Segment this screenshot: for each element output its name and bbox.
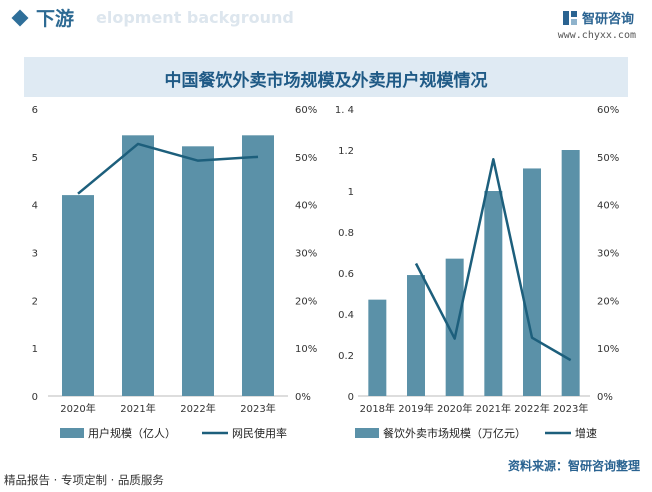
legend-bar-label: 餐饮外卖市场规模（万亿元） bbox=[383, 426, 526, 440]
bar bbox=[561, 150, 580, 396]
y-right-tick-label: 0% bbox=[295, 392, 311, 403]
x-tick-label: 2021年 bbox=[120, 402, 155, 415]
chart-title: 中国餐饮外卖市场规模及外卖用户规模情况 bbox=[164, 71, 488, 91]
bar bbox=[484, 191, 503, 396]
bar bbox=[445, 258, 464, 396]
y-left-tick-label: 1. 4 bbox=[335, 105, 354, 116]
legend-bar-swatch bbox=[355, 428, 379, 438]
bar bbox=[242, 135, 274, 396]
header: 下游 elopment background 智研咨询 www.chyxx.co… bbox=[0, 0, 652, 44]
y-left-tick-label: 3 bbox=[32, 249, 38, 260]
footer-tagline: 精品报告 · 专项定制 · 品质服务 bbox=[4, 473, 164, 487]
bar bbox=[182, 146, 214, 396]
y-left-tick-label: 0.2 bbox=[338, 351, 354, 362]
brand-url[interactable]: www.chyxx.com bbox=[557, 30, 636, 41]
y-left-tick-label: 1.2 bbox=[338, 146, 354, 157]
y-right-tick-label: 60% bbox=[597, 105, 619, 116]
y-right-tick-label: 30% bbox=[295, 249, 317, 260]
y-right-tick-label: 40% bbox=[597, 201, 619, 212]
x-tick-label: 2020年 bbox=[60, 402, 95, 415]
y-right-tick-label: 60% bbox=[295, 105, 317, 116]
y-left-tick-label: 2 bbox=[32, 296, 38, 307]
x-tick-label: 2022年 bbox=[180, 402, 215, 415]
legend-bar-swatch bbox=[60, 428, 84, 438]
bar bbox=[62, 195, 94, 396]
footer: 精品报告 · 专项定制 · 品质服务 bbox=[0, 470, 652, 492]
y-left-tick-label: 1 bbox=[348, 187, 354, 198]
x-tick-label: 2021年 bbox=[476, 402, 511, 415]
y-right-tick-label: 10% bbox=[597, 344, 619, 355]
y-left-tick-label: 0 bbox=[32, 392, 38, 403]
chart-title-bar: 中国餐饮外卖市场规模及外卖用户规模情况 bbox=[24, 57, 628, 97]
background-watermark: elopment background bbox=[96, 8, 294, 27]
bar bbox=[523, 168, 541, 396]
y-right-tick-label: 50% bbox=[295, 153, 317, 164]
x-tick-label: 2023年 bbox=[553, 402, 588, 415]
y-right-tick-label: 20% bbox=[597, 296, 619, 307]
data-source: 资料来源：智研咨询整理 bbox=[507, 459, 640, 473]
y-right-tick-label: 50% bbox=[597, 153, 619, 164]
x-tick-label: 2019年 bbox=[398, 402, 433, 415]
y-left-tick-label: 0 bbox=[348, 392, 354, 403]
legend-line-label: 增速 bbox=[575, 426, 597, 440]
brand-logo-icon bbox=[562, 11, 577, 25]
x-tick-label: 2018年 bbox=[360, 402, 395, 415]
section-title: 下游 bbox=[36, 8, 75, 30]
y-left-tick-label: 5 bbox=[32, 153, 38, 164]
y-left-tick-label: 0.8 bbox=[338, 228, 354, 239]
legend-line-label: 网民使用率 bbox=[232, 426, 287, 440]
brand[interactable]: 智研咨询 bbox=[562, 8, 634, 27]
y-right-tick-label: 40% bbox=[295, 201, 317, 212]
x-tick-label: 2023年 bbox=[240, 402, 275, 415]
x-tick-label: 2020年 bbox=[437, 402, 472, 415]
x-tick-label: 2022年 bbox=[514, 402, 549, 415]
bar bbox=[368, 299, 387, 396]
y-right-tick-label: 20% bbox=[295, 296, 317, 307]
brand-name: 智研咨询 bbox=[581, 12, 634, 27]
line-series bbox=[77, 142, 259, 195]
bar bbox=[407, 275, 425, 396]
y-right-tick-label: 10% bbox=[295, 344, 317, 355]
y-left-tick-label: 0.6 bbox=[338, 269, 354, 280]
y-right-tick-label: 30% bbox=[597, 249, 619, 260]
bar bbox=[122, 135, 154, 396]
y-left-tick-label: 0.4 bbox=[338, 310, 354, 321]
legend-bar-label: 用户规模（亿人） bbox=[88, 426, 176, 440]
y-right-tick-label: 0% bbox=[597, 392, 613, 403]
y-left-tick-label: 4 bbox=[32, 201, 38, 212]
y-left-tick-label: 1 bbox=[32, 344, 38, 355]
y-left-tick-label: 6 bbox=[32, 105, 38, 116]
